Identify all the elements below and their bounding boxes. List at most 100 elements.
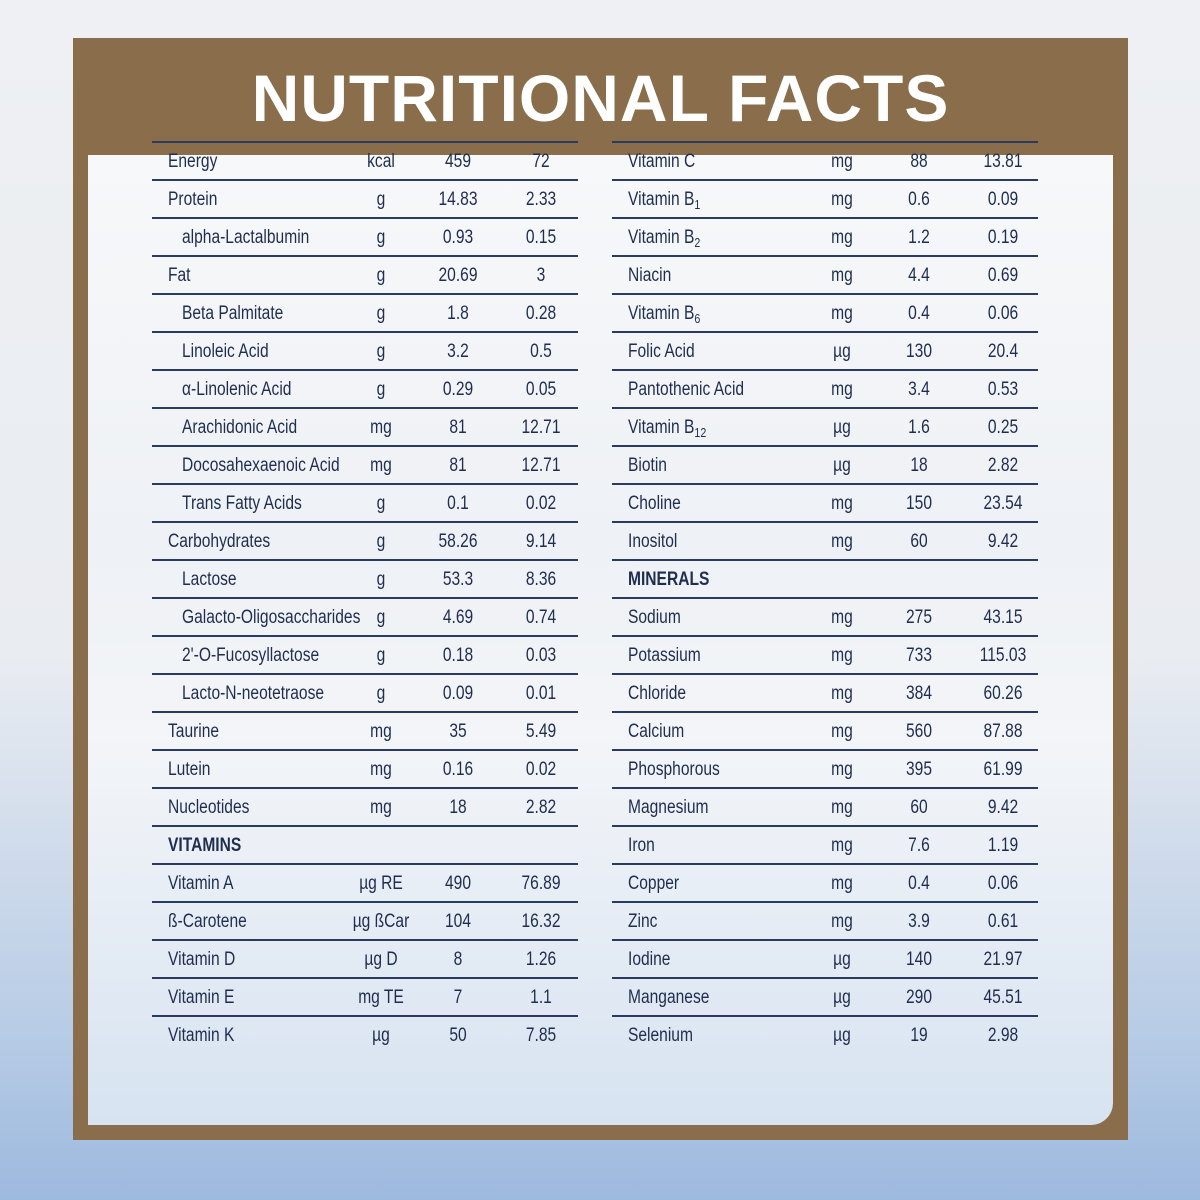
panel — [88, 155, 1113, 1125]
table-row: Linoleic Acid g 3.2 0.5 — [152, 331, 578, 369]
item-name-text: Vitamin D — [168, 949, 236, 970]
value: 0.15 — [525, 227, 557, 248]
unit: mg — [831, 873, 853, 894]
item-name-text: Vitamin A — [168, 873, 234, 894]
value: 81 — [449, 455, 467, 476]
value: 0.09 — [442, 683, 474, 704]
item-name-text: Nucleotides — [168, 797, 250, 818]
table-row: Pantothenic Acid mg 3.4 0.53 — [612, 369, 1038, 407]
value: 23.54 — [983, 493, 1023, 514]
value: 0.74 — [525, 607, 557, 628]
item-name-text: Docosahexaenoic Acid — [182, 455, 340, 476]
item-name-subscript: 2 — [694, 235, 701, 250]
value: 490 — [444, 873, 471, 894]
unit: g — [376, 189, 386, 210]
value: 0.6 — [908, 189, 930, 210]
table-row: Vitamin B1 mg 0.6 0.09 — [612, 179, 1038, 217]
value: 14.83 — [438, 189, 478, 210]
table-row: MINERALS — [612, 559, 1038, 597]
table-row: Nucleotides mg 18 2.82 — [152, 787, 578, 825]
table-row: Fat g 20.69 3 — [152, 255, 578, 293]
item-name: Protein — [168, 181, 217, 219]
value: 0.53 — [987, 379, 1019, 400]
value: 88 — [910, 151, 928, 172]
value: 1.19 — [987, 835, 1019, 856]
value: 87.88 — [983, 721, 1023, 742]
value: 0.61 — [987, 911, 1019, 932]
item-name: Energy — [168, 143, 217, 181]
value: 3 — [536, 265, 546, 286]
table-row: Calcium mg 560 87.88 — [612, 711, 1038, 749]
value: 0.09 — [987, 189, 1019, 210]
unit: g — [376, 303, 386, 324]
item-name: Trans Fatty Acids — [182, 485, 302, 523]
value: 0.03 — [525, 645, 557, 666]
item-name-text: Niacin — [628, 265, 672, 286]
value: 60 — [910, 797, 928, 818]
item-name: Beta Palmitate — [182, 295, 283, 333]
unit: mg — [370, 759, 392, 780]
item-name: Fat — [168, 257, 191, 295]
unit: mg — [831, 227, 853, 248]
unit: mg — [831, 151, 853, 172]
table-row: Sodium mg 275 43.15 — [612, 597, 1038, 635]
value: 9.42 — [987, 797, 1019, 818]
table-left: Energy kcal 459 72 Protein g 14.83 2.33 alpha-La… — [152, 141, 578, 1053]
item-name-text: Vitamin K — [168, 1025, 235, 1046]
value: 12.71 — [521, 417, 561, 438]
section-heading: VITAMINS — [168, 835, 242, 856]
unit: mg — [831, 797, 853, 818]
item-name: Phosphorous — [628, 751, 720, 789]
item-name-text: Magnesium — [628, 797, 709, 818]
item-name: Zinc — [628, 903, 657, 941]
unit: g — [376, 265, 386, 286]
table-row: 2'-O-Fucosyllactose g 0.18 0.03 — [152, 635, 578, 673]
value: 0.29 — [442, 379, 474, 400]
item-name: Lacto-N-neotetraose — [182, 675, 324, 713]
item-name: Potassium — [628, 637, 701, 675]
unit: mg — [831, 759, 853, 780]
item-name-text: Vitamin B — [628, 303, 695, 324]
unit: mg — [831, 683, 853, 704]
item-name-text: ß-Carotene — [168, 911, 247, 932]
unit: mg — [370, 721, 392, 742]
item-name-text: Choline — [628, 493, 681, 514]
value: 0.05 — [525, 379, 557, 400]
unit: g — [376, 683, 386, 704]
unit: µg ßCar — [352, 911, 410, 932]
value: 0.28 — [525, 303, 557, 324]
table-row: alpha-Lactalbumin g 0.93 0.15 — [152, 217, 578, 255]
table-row: Lactose g 53.3 8.36 — [152, 559, 578, 597]
item-name: Vitamin D — [168, 941, 235, 979]
value: 2.33 — [525, 189, 557, 210]
value: 5.49 — [525, 721, 557, 742]
value: 20.69 — [438, 265, 478, 286]
item-name-text: Iodine — [628, 949, 671, 970]
value: 76.89 — [521, 873, 561, 894]
item-name: Vitamin B2 — [628, 219, 700, 262]
value: 140 — [905, 949, 932, 970]
title: NUTRITIONAL FACTS — [251, 61, 950, 135]
value: 43.15 — [983, 607, 1023, 628]
unit: mg TE — [358, 987, 404, 1008]
item-name: Copper — [628, 865, 679, 903]
table-row: Lacto-N-neotetraose g 0.09 0.01 — [152, 673, 578, 711]
unit: mg — [831, 303, 853, 324]
value: 35 — [449, 721, 467, 742]
item-name-text: Vitamin E — [168, 987, 235, 1008]
table-row: Trans Fatty Acids g 0.1 0.02 — [152, 483, 578, 521]
unit: µg — [833, 949, 851, 970]
table-row: ß-Carotene µg ßCar 104 16.32 — [152, 901, 578, 939]
table-row: Folic Acid µg 130 20.4 — [612, 331, 1038, 369]
value: 0.02 — [525, 493, 557, 514]
unit: µg — [833, 987, 851, 1008]
table-row: Beta Palmitate g 1.8 0.28 — [152, 293, 578, 331]
item-name-text: 2'-O-Fucosyllactose — [182, 645, 320, 666]
value: 115.03 — [979, 645, 1027, 666]
table-row: Phosphorous mg 395 61.99 — [612, 749, 1038, 787]
table-row: Choline mg 150 23.54 — [612, 483, 1038, 521]
unit: mg — [831, 265, 853, 286]
item-name: Folic Acid — [628, 333, 695, 371]
unit: mg — [370, 797, 392, 818]
